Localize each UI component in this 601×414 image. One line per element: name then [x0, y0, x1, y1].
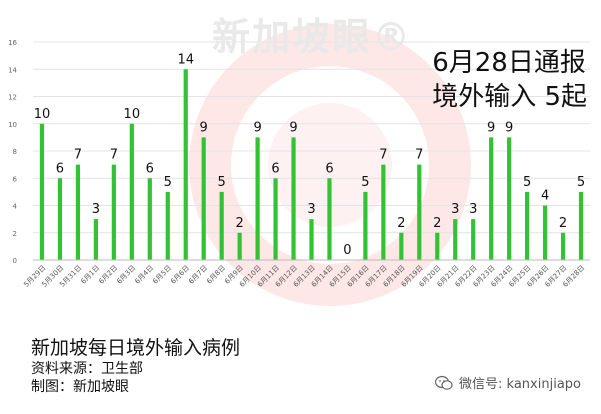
x-tick-label: 6月8日: [205, 264, 227, 286]
bar-value-label: 10: [34, 107, 51, 122]
y-tick-label: 14: [8, 66, 17, 74]
x-tick-label: 6月5日: [151, 264, 173, 286]
bar-value-label: 2: [235, 216, 243, 231]
bar-value-label: 6: [56, 161, 64, 176]
y-tick-label: 8: [13, 148, 17, 156]
bar: [542, 205, 548, 260]
x-tick-label: 6月6日: [169, 264, 191, 286]
y-tick-label: 6: [13, 175, 18, 183]
bar: [93, 219, 98, 260]
bar-value-label: 5: [577, 175, 585, 190]
headline-date: 6月28日通报: [432, 48, 586, 78]
caption: 新加坡每日境外输入病例 资料来源：卫生部 制图：新加坡眼: [31, 336, 240, 396]
bar: [578, 191, 584, 260]
y-tick-label: 0: [13, 257, 17, 265]
bar-value-label: 3: [307, 202, 315, 217]
bar: [129, 123, 134, 260]
caption-maker: 制图：新加坡眼: [31, 379, 129, 395]
bar-value-label: 2: [433, 216, 441, 231]
bar: [525, 191, 530, 260]
bar: [201, 137, 206, 260]
bar: [381, 164, 386, 260]
bar: [417, 164, 422, 260]
bar-value-label: 7: [110, 148, 118, 163]
bar-value-label: 2: [559, 216, 567, 231]
bar-value-label: 5: [164, 175, 172, 190]
bar: [165, 191, 170, 260]
bar: [57, 178, 63, 260]
bar: [309, 219, 314, 260]
bar-value-label: 6: [146, 161, 154, 176]
bar-value-label: 2: [397, 216, 405, 231]
bar-value-label: 6: [271, 161, 279, 176]
bar-value-label: 9: [200, 120, 208, 135]
bar-value-label: 7: [74, 148, 82, 163]
bar: [39, 123, 45, 260]
bar-value-label: 4: [541, 189, 549, 204]
bar-value-label: 0: [343, 243, 351, 258]
bar: [75, 164, 81, 260]
bar-value-label: 5: [523, 175, 531, 190]
bar: [183, 69, 188, 260]
watermark-ring: [189, 24, 471, 306]
bar-value-label: 9: [289, 120, 297, 135]
bar: [273, 178, 278, 260]
headline-count: 境外输入 5起: [432, 82, 587, 112]
bar-value-label: 5: [218, 175, 226, 190]
y-tick-label: 2: [13, 230, 17, 238]
wechat-icon: [435, 375, 453, 390]
x-tick-label: 6月1日: [79, 264, 101, 286]
watermark-logo: [189, 24, 471, 306]
bar: [435, 232, 440, 260]
bar-value-label: 6: [325, 161, 333, 176]
bar-value-label: 3: [469, 202, 477, 217]
wechat-id: 微信号: kanxinjiapo: [435, 373, 581, 392]
x-tick-label: 6月4日: [133, 264, 155, 286]
bar-value-label: 9: [505, 120, 513, 135]
x-tick-label: 6月7日: [187, 264, 209, 286]
watermark-text: 新加坡眼®: [212, 15, 413, 59]
bar-value-label: 14: [177, 52, 194, 67]
bar-value-label: 3: [451, 202, 459, 217]
watermark-core: [268, 103, 392, 227]
bar: [471, 219, 476, 260]
bar-value-label: 5: [361, 175, 369, 190]
x-tick-label: 6月3日: [115, 264, 137, 286]
y-tick-label: 12: [8, 94, 17, 102]
bar-value-label: 7: [415, 148, 423, 163]
bar: [507, 137, 512, 260]
grid-lines: [33, 41, 590, 234]
bar-value-label: 7: [379, 148, 387, 163]
bar: [111, 164, 116, 260]
bar-value-label: 3: [92, 202, 100, 217]
bar: [219, 191, 224, 260]
bar: [237, 232, 242, 260]
bar: [453, 219, 458, 260]
bar: [147, 178, 152, 260]
bars: [39, 69, 584, 260]
wechat-label: 微信号: kanxinjiapo: [459, 377, 581, 392]
y-tick-label: 16: [8, 39, 17, 47]
bar: [255, 137, 260, 260]
y-tick-label: 4: [13, 203, 18, 211]
bar: [291, 137, 296, 260]
bar: [363, 191, 368, 260]
y-tick-label: 10: [8, 121, 17, 129]
x-tick-label: 6月2日: [97, 264, 119, 286]
bar-value-label: 10: [124, 107, 141, 122]
bar: [399, 232, 404, 260]
bar-value-label: 9: [487, 120, 495, 135]
bar: [327, 178, 332, 260]
headline: 6月28日通报 境外输入 5起: [432, 46, 587, 114]
caption-title: 新加坡每日境外输入病例: [31, 337, 241, 359]
bar: [560, 232, 566, 260]
bar-value-label: 9: [253, 120, 261, 135]
caption-source: 资料来源：卫生部: [31, 361, 143, 377]
bar: [489, 137, 494, 260]
y-axis-ticks: 0 2 4 6 8 10 12 14 16: [8, 39, 17, 265]
